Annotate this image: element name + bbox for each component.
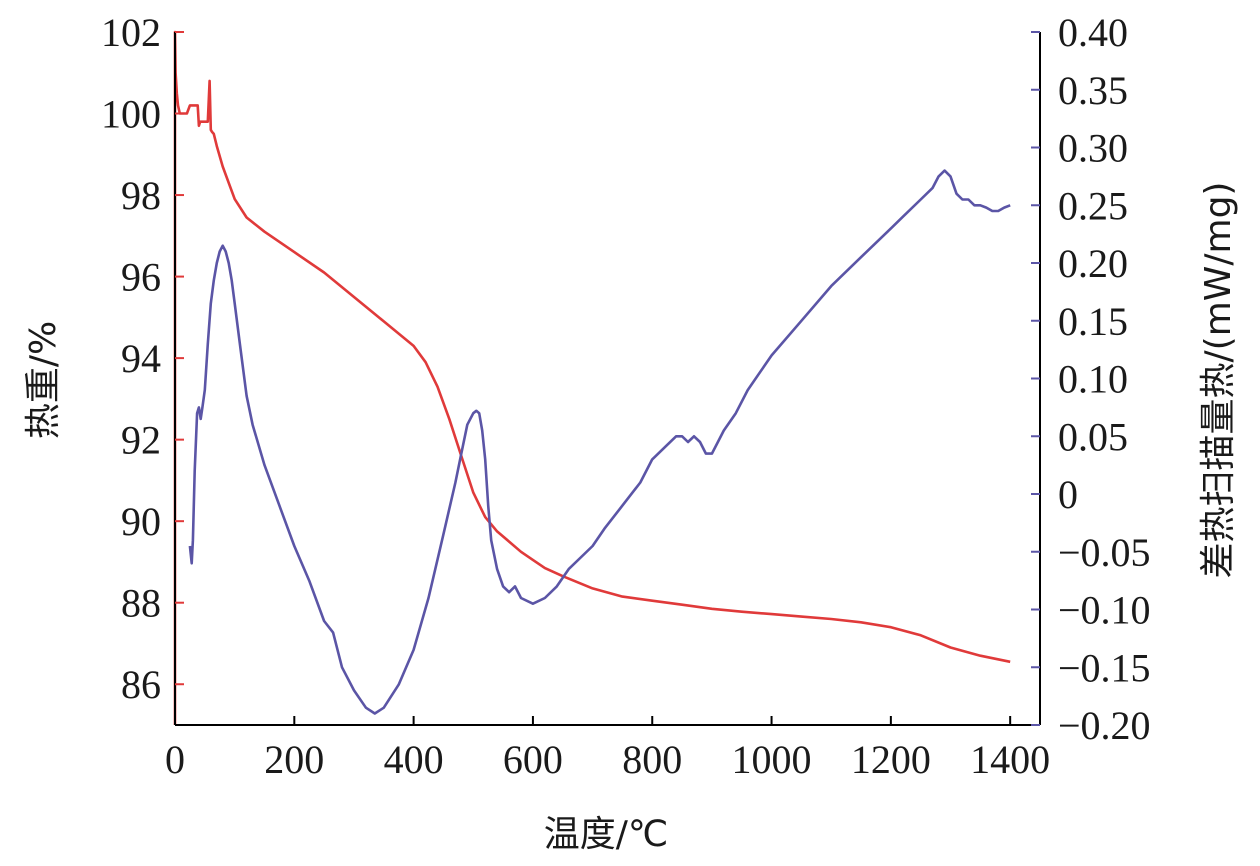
y2-tick-label: 0.40 — [1058, 10, 1128, 55]
y2-tick-label: 0.25 — [1058, 183, 1128, 228]
y2-tick-label: 0.30 — [1058, 126, 1128, 171]
y2-tick-label: 0.35 — [1058, 68, 1128, 113]
y2-tick-label: 0.10 — [1058, 357, 1128, 402]
y2-tick-label: 0.20 — [1058, 241, 1128, 286]
y-tick-label: 98 — [121, 173, 161, 218]
y2-tick-label: −0.15 — [1058, 645, 1151, 690]
y-tick-label: 102 — [101, 10, 161, 55]
x-tick-label: 0 — [165, 737, 185, 782]
y2-tick-label: −0.05 — [1058, 530, 1151, 575]
y2-axis-title: 差热扫描量热/(mW/mg) — [1198, 182, 1239, 579]
plot-area — [173, 30, 1011, 725]
dsc-series-line — [188, 169, 1011, 715]
y2-tick-label: 0 — [1058, 472, 1078, 517]
x-tick-label: 600 — [503, 737, 563, 782]
y2-tick-label: 0.05 — [1058, 414, 1128, 459]
y2-tick-label: −0.20 — [1058, 703, 1151, 748]
y2-tick-label: 0.15 — [1058, 299, 1128, 344]
y-tick-label: 96 — [121, 255, 161, 300]
x-tick-label: 400 — [384, 737, 444, 782]
x-tick-label: 1200 — [851, 737, 931, 782]
x-tick-label: 800 — [622, 737, 682, 782]
y2-tick-label: −0.10 — [1058, 588, 1151, 633]
y-tick-label: 92 — [121, 418, 161, 463]
axes: 0 200 400 600 800 1000 1200 1400868890929496981… — [101, 10, 1151, 782]
y-tick-label: 88 — [121, 581, 161, 626]
y-tick-label: 86 — [121, 662, 161, 707]
tg-series-line — [173, 30, 1011, 725]
y-axis-title: 热重/% — [23, 321, 64, 439]
y-tick-label: 90 — [121, 499, 161, 544]
x-tick-label: 200 — [264, 737, 324, 782]
x-axis-title: 温度/℃ — [544, 814, 669, 855]
y-tick-label: 94 — [121, 336, 161, 381]
y-tick-label: 100 — [101, 92, 161, 137]
x-tick-label: 1400 — [970, 737, 1050, 782]
x-tick-label: 1000 — [732, 737, 812, 782]
